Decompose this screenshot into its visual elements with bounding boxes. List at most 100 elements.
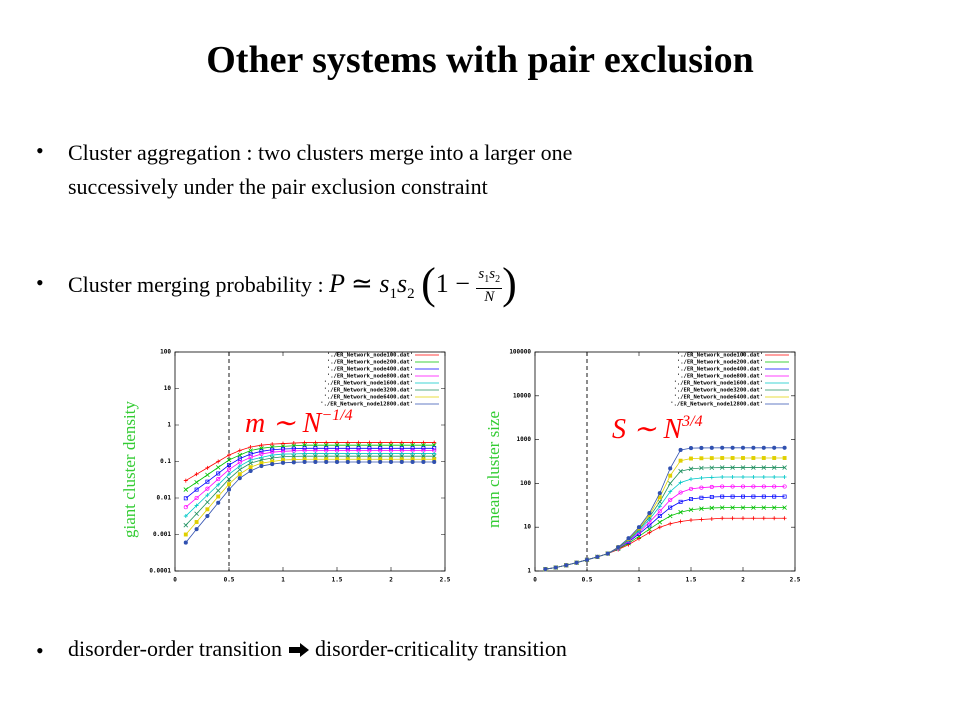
point (215, 465, 221, 470)
point (399, 440, 404, 445)
subscript: 2 (495, 274, 501, 286)
point (345, 448, 350, 453)
point (595, 554, 600, 559)
point (432, 457, 437, 462)
point (378, 451, 383, 456)
point (668, 505, 673, 510)
point (730, 445, 735, 450)
point (324, 457, 329, 462)
point (543, 567, 548, 572)
point (345, 446, 350, 451)
x-tick-label: 0.5 (582, 577, 593, 584)
subscript: 2 (407, 286, 415, 303)
y-tick-label: 10 (164, 385, 172, 392)
x-tick-label: 0 (533, 577, 537, 584)
point (399, 446, 404, 451)
point (410, 453, 415, 459)
point (553, 565, 558, 570)
point (595, 554, 600, 560)
point (720, 484, 725, 489)
point (205, 514, 210, 519)
point (553, 565, 558, 570)
point (324, 459, 329, 465)
point (730, 465, 735, 470)
point (543, 566, 548, 572)
point (751, 465, 756, 470)
point (324, 448, 329, 453)
point (367, 451, 372, 456)
point (410, 440, 415, 445)
point (584, 557, 590, 562)
point (313, 448, 318, 453)
point (647, 517, 652, 522)
point (553, 565, 558, 570)
point (421, 453, 426, 459)
point (564, 563, 569, 568)
point (259, 446, 264, 451)
point (432, 451, 437, 456)
point (782, 505, 787, 510)
point (281, 458, 285, 462)
point (281, 452, 285, 457)
point (751, 505, 756, 510)
point (410, 459, 415, 465)
point (237, 476, 242, 481)
point (345, 453, 351, 459)
point (248, 452, 253, 456)
point (377, 453, 383, 459)
point (335, 446, 339, 451)
point (657, 514, 662, 518)
point (772, 484, 777, 489)
point (421, 440, 426, 445)
point (367, 448, 372, 453)
y-tick-label: 100 (160, 349, 171, 356)
point (291, 457, 296, 462)
point (564, 563, 569, 568)
point (553, 565, 558, 570)
point (432, 446, 437, 451)
point (323, 453, 329, 459)
point (720, 456, 725, 460)
series-line (545, 517, 785, 570)
point (771, 465, 777, 470)
point (269, 455, 275, 461)
point (237, 452, 243, 458)
point (657, 525, 662, 530)
point (563, 563, 569, 568)
point (553, 565, 559, 570)
point (782, 475, 787, 479)
point (657, 509, 662, 514)
legend-label: './ER_Network_node6400.dat' (674, 395, 763, 401)
point (183, 532, 188, 537)
point (782, 484, 787, 489)
point (637, 528, 641, 533)
point (356, 451, 361, 456)
point (313, 446, 318, 451)
point (636, 527, 642, 532)
point (720, 494, 725, 499)
point (585, 557, 589, 562)
point (699, 445, 704, 450)
point (741, 494, 745, 499)
chart: 1 10 100 1000 10000 100000 0 0.5 1 1.5 2 2.5 mean cl… (484, 349, 801, 584)
point (564, 563, 569, 568)
point (248, 455, 253, 460)
legend-label: './ER_Network_node100.dat' (677, 353, 763, 359)
point (377, 442, 383, 448)
point (432, 448, 437, 453)
point (657, 519, 663, 525)
x-tick-label: 1.5 (686, 577, 697, 584)
point (324, 440, 329, 445)
point (574, 560, 579, 565)
point (647, 523, 652, 528)
point (616, 547, 621, 552)
point (564, 563, 569, 568)
point (761, 456, 766, 460)
symbol: 1 − (435, 269, 470, 298)
point (595, 554, 600, 559)
point (378, 459, 383, 465)
point (574, 560, 579, 565)
point (709, 505, 715, 511)
y-tick-label: 1 (527, 568, 531, 575)
text-line: Cluster aggregation : two clusters merge… (68, 140, 573, 165)
